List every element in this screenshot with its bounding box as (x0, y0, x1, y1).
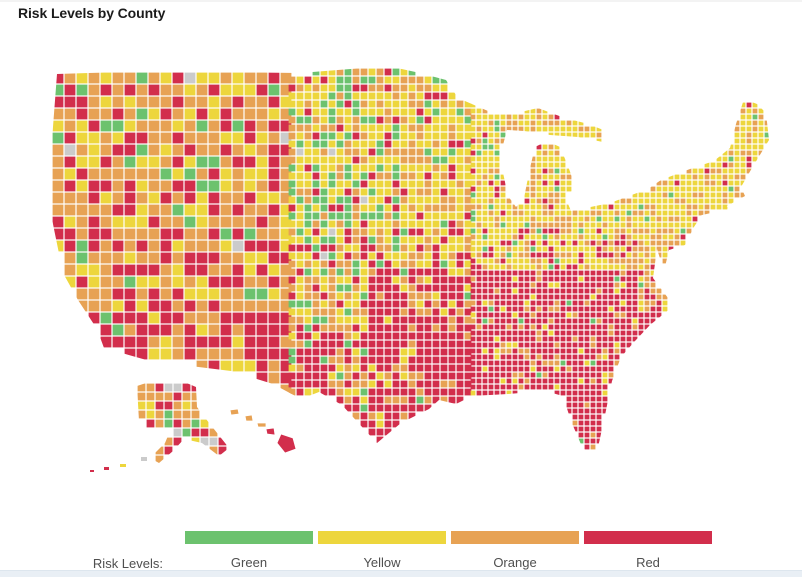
legend-item-green: Green (185, 531, 313, 570)
county-grid-lower48[interactable] (52, 68, 770, 450)
legend-item-orange: Orange (451, 531, 579, 570)
legend-label-yellow: Yellow (363, 555, 401, 570)
legend-item-red: Red (584, 531, 712, 570)
legend-swatch-green[interactable] (185, 531, 313, 544)
legend-item-yellow: Yellow (318, 531, 446, 570)
bottom-scroll-strip[interactable] (0, 570, 802, 577)
legend-label-red: Red (636, 555, 660, 570)
page-title: Risk Levels by County (18, 5, 166, 21)
legend-swatch-orange[interactable] (451, 531, 579, 544)
legend-swatch-red[interactable] (584, 531, 712, 544)
legend-items: Green Yellow Orange Red (185, 531, 725, 573)
hawaii-inset-islands[interactable] (229, 408, 297, 454)
legend-label-orange: Orange (493, 555, 537, 570)
legend-label-green: Green (230, 555, 268, 570)
legend-swatch-yellow[interactable] (318, 531, 446, 544)
top-divider (0, 0, 802, 2)
risk-legend: Risk Levels: Green Yellow Orange Red (0, 531, 802, 573)
county-grid-alaska-inset[interactable] (137, 383, 227, 464)
alaska-aleutian-islands[interactable] (90, 457, 147, 472)
legend-title: Risk Levels: (92, 556, 163, 571)
